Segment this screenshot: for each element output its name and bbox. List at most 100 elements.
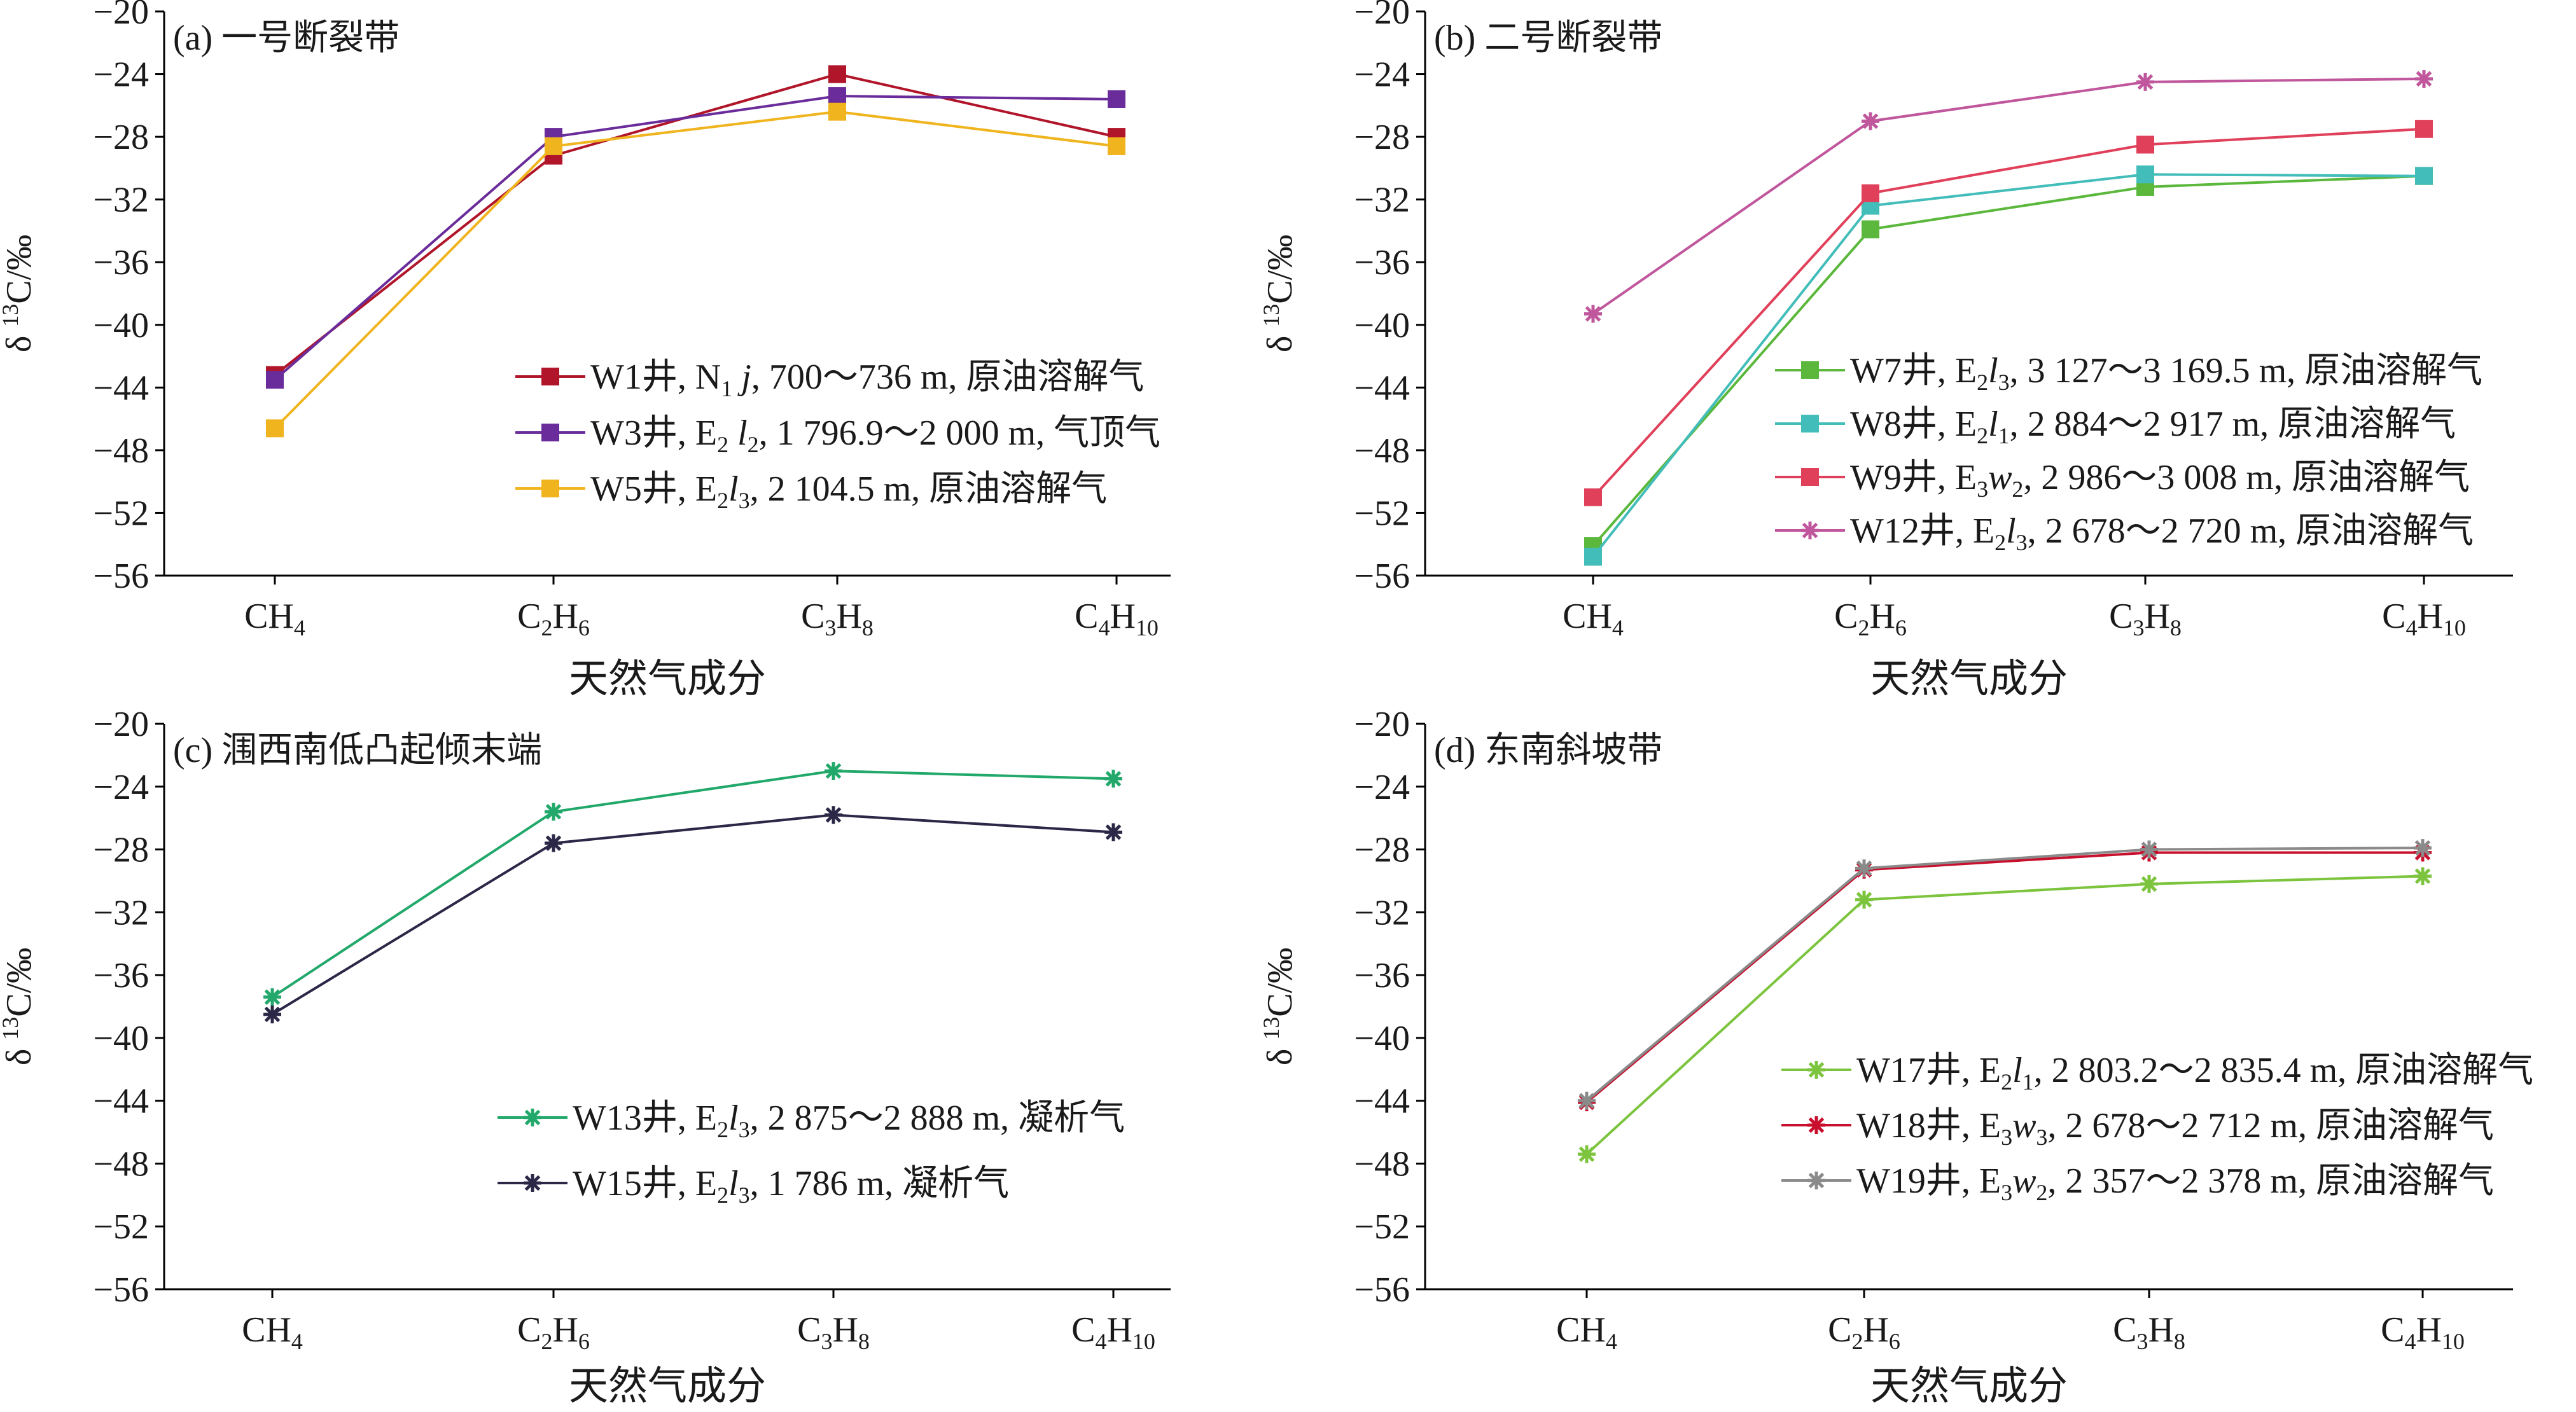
y-tick-label: −56 [93,1270,149,1310]
series-line [274,73,1117,377]
legend: W1井, N1 j, 700～736 m, 原油溶解气 W3井, E2 l2, 1… [515,357,1160,513]
data-point [2414,839,2432,857]
data-point [1584,305,1602,323]
series-1 [1584,165,2433,566]
x-tick-label: C2H6 [1828,1310,1900,1354]
y-tick-label: −40 [1354,306,1410,345]
y-tick-label: −48 [1354,1144,1410,1184]
data-point [266,371,284,389]
x-tick-label: C2H6 [517,1310,590,1354]
data-point [1104,770,1122,788]
x-tick-label: C3H8 [2109,597,2182,640]
chart-panel-1: −20 −24 −28 −32 −36 −40 −44 −48 −52 −56 CH4 C2H6 C3H… [1258,0,2513,701]
legend-label: W7井, E2l3, 3 127～3 169.5 m, 原油溶解气 [1850,351,2482,395]
x-tick-label: C4H10 [2381,1310,2465,1354]
legend-label: W5井, E2l3, 2 104.5 m, 原油溶解气 [590,469,1107,513]
data-point [1862,220,1879,239]
data-point [2415,167,2433,185]
data-point [825,762,842,780]
x-tick-label: C4H10 [1075,597,1159,640]
y-tick-label: −24 [1354,768,1410,807]
x-tick-label: C2H6 [1834,597,1907,640]
legend-item: W19井, E3w2, 2 357～2 378 m, 原油溶解气 [1781,1161,2494,1205]
legend-label: W13井, E2l3, 2 875～2 888 m, 凝析气 [573,1098,1125,1142]
y-tick-label: −24 [93,768,149,807]
data-point [828,65,846,83]
legend-marker [541,424,559,441]
panel-title: (b) 二号断裂带 [1434,18,1662,58]
x-tick-label: C4H10 [2382,597,2466,640]
y-tick-label: −44 [93,1082,149,1121]
chart-panel-2: −20 −24 −28 −32 −36 −40 −44 −48 −52 −56 CH4 C2H6 C3H… [0,705,1171,1408]
legend-marker [1807,1116,1825,1134]
series-0 [266,65,1125,384]
data-point [1862,184,1879,202]
legend-label: W12井, E2l3, 2 678～2 720 m, 原油溶解气 [1850,511,2474,555]
legend-label: W17井, E2l1, 2 803.2～2 835.4 m, 原油溶解气 [1856,1051,2533,1095]
data-point [828,87,846,106]
legend-item: W15井, E2l3, 1 786 m, 凝析气 [498,1164,1009,1208]
legend-marker [541,480,559,497]
data-point [263,1005,281,1023]
y-tick-label: −44 [93,368,149,408]
y-axis-label: δ 13C/‰ [1258,235,1300,352]
legend-item: W18井, E3w3, 2 678～2 712 m, 原油溶解气 [1781,1106,2494,1150]
panel-title: (c) 涠西南低凸起倾末端 [173,731,542,770]
legend-item: W13井, E2l3, 2 875～2 888 m, 凝析气 [498,1098,1125,1142]
y-tick-label: −20 [1354,705,1410,744]
data-point [1584,548,1602,566]
y-tick-label: −52 [93,1207,149,1247]
data-point [263,988,281,1006]
y-axis-label: δ 13C/‰ [0,948,39,1065]
y-tick-label: −24 [1354,55,1410,95]
legend-label: W15井, E2l3, 1 786 m, 凝析气 [573,1164,1009,1208]
y-tick-label: −56 [93,557,149,596]
data-point [1855,890,1873,909]
x-axis-label: 天然气成分 [1870,658,2068,701]
series-line [1592,173,2425,558]
data-point [1578,1145,1596,1163]
data-point [545,137,562,155]
y-tick-label: −52 [1354,1207,1410,1247]
legend-item: W8井, E2l1, 2 884～2 917 m, 原油溶解气 [1775,405,2456,448]
x-tick-label: CH4 [1556,1310,1617,1354]
legend-marker [524,1109,541,1126]
data-point [1584,488,1602,506]
y-tick-label: −48 [1354,431,1410,471]
x-axis-label: 天然气成分 [569,658,766,701]
series-line [1592,127,2425,499]
y-tick-label: −56 [1354,557,1410,596]
y-tick-label: −40 [1354,1019,1410,1058]
y-tick-label: −20 [93,705,149,744]
legend-label: W3井, E2 l2, 1 796.9～2 000 m, 气顶气 [590,413,1160,457]
legend-label: W9井, E3w2, 2 986～3 008 m, 原油溶解气 [1850,458,2470,502]
panel-title: (a) 一号断裂带 [173,18,400,58]
data-point [2140,875,2158,893]
data-point [1108,90,1125,108]
series-line [1592,174,2425,547]
x-axis-label: 天然气成分 [1870,1365,2068,1408]
data-point [1855,859,1873,878]
y-tick-label: −40 [93,1019,149,1058]
y-tick-label: −52 [93,494,149,533]
y-tick-label: −36 [1354,243,1410,282]
x-tick-label: C3H8 [801,597,874,640]
legend-item: W1井, N1 j, 700～736 m, 原油溶解气 [515,357,1144,401]
y-tick-label: −28 [1354,831,1410,870]
y-tick-label: −32 [1354,181,1410,220]
y-tick-label: −28 [1354,118,1410,157]
series-line [1592,77,2425,315]
legend-label: W1井, N1 j, 700～736 m, 原油溶解气 [590,357,1144,401]
data-point [2415,69,2433,88]
y-tick-label: −32 [1354,893,1410,932]
legend-label: W8井, E2l1, 2 884～2 917 m, 原油溶解气 [1850,405,2456,448]
legend: W17井, E2l1, 2 803.2～2 835.4 m, 原油溶解气 W18井… [1781,1051,2533,1205]
series-1 [263,806,1122,1023]
chart-panel-0: −20 −24 −28 −32 −36 −40 −44 −48 −52 −56 CH4 C2H6 C3H… [0,0,1171,701]
y-tick-label: −40 [93,306,149,345]
data-point [1104,823,1122,841]
series-0 [263,762,1122,1006]
legend-marker [1801,361,1819,379]
series-line [1585,847,2423,1102]
series-0 [1578,867,2432,1163]
